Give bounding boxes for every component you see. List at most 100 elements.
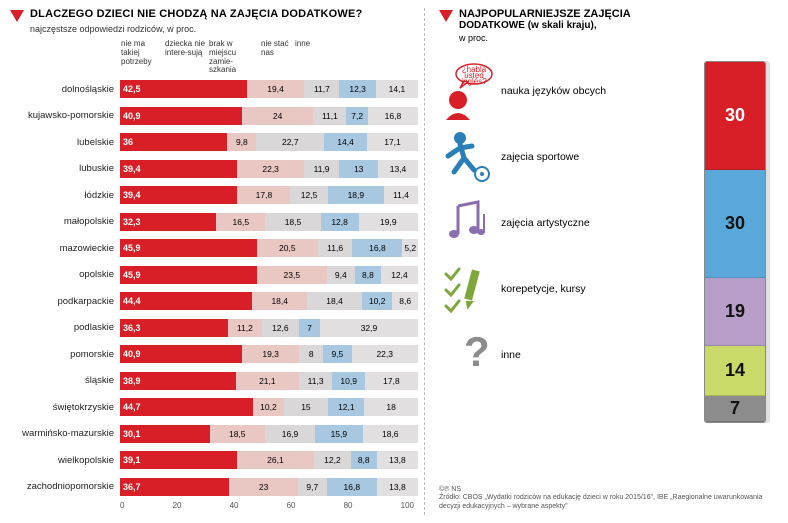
bar-segment: 16,9: [265, 425, 315, 443]
bar-segment: 23,5: [257, 266, 327, 284]
bar-segment: 16,5: [216, 213, 265, 231]
bar-segment: 36: [120, 133, 227, 151]
activity-icon: ¿habla usted inglés?: [439, 61, 497, 121]
bar: 32,316,518,512,819,9: [120, 213, 418, 231]
footer: ©℗ NS Źródło: CBOS „Wydatki rodziców na …: [439, 486, 778, 511]
svg-text:inglés?: inglés?: [461, 77, 487, 86]
bar-segment: 40,9: [120, 345, 242, 363]
right-subtitle: w proc.: [459, 33, 631, 43]
activity-icon: ?: [439, 325, 497, 385]
bar-segment: 12,3: [339, 80, 376, 98]
bar-segment: 7,2: [346, 107, 367, 125]
right-title: NAJPOPULARNIEJSZE ZAJĘCIA: [459, 8, 631, 20]
bar-segment: 39,4: [120, 186, 237, 204]
bar-segment: 32,9: [320, 319, 418, 337]
bar-segment: 11,2: [228, 319, 261, 337]
bar: 30,118,516,915,918,6: [120, 425, 418, 443]
bar-segment: 13,8: [377, 451, 418, 469]
axis-tick: 0: [120, 501, 124, 510]
chart-row: lubuskie39,422,311,91313,4: [10, 157, 418, 181]
row-label: małopolskie: [10, 216, 120, 227]
bar-segment: 12,4: [381, 266, 418, 284]
bar-segment: 21,1: [236, 372, 299, 390]
left-title: DLACZEGO DZIECI NIE CHODZĄ NA ZAJĘCIA DO…: [30, 8, 362, 20]
bar-segment: 8,8: [355, 266, 381, 284]
bar-segment: 8,6: [392, 292, 418, 310]
bar: 36,7239,716,813,8: [120, 478, 418, 496]
bar-segment: 19,4: [247, 80, 305, 98]
bar-segment: 24: [242, 107, 314, 125]
tower-segment: 19: [705, 278, 765, 346]
bar-segment: 38,9: [120, 372, 236, 390]
bar-segment: 9,4: [327, 266, 355, 284]
column-header: dziecka nie intere-sują: [164, 40, 208, 75]
activity-row: ¿habla usted inglés? nauka języków obcyc…: [439, 61, 692, 121]
column-header: inne: [294, 40, 324, 75]
row-label: podkarpackie: [10, 296, 120, 307]
bar-segment: 19,3: [242, 345, 300, 363]
bar-segment: 8: [299, 345, 323, 363]
stacked-bar-chart: dolnośląskie42,519,411,712,314,1kujawsko…: [10, 77, 418, 499]
tower-segment: 30: [705, 62, 765, 170]
bar-segment: 10,9: [332, 372, 364, 390]
bar-segment: 17,8: [365, 372, 418, 390]
bar: 39,422,311,91313,4: [120, 160, 418, 178]
activity-label: inne: [497, 349, 521, 362]
tower-segment: 14: [705, 346, 765, 396]
column-headers: nie ma takiej potrzebydziecka nie intere…: [120, 40, 418, 75]
bar-segment: 18,5: [210, 425, 265, 443]
bar-segment: 9,7: [298, 478, 327, 496]
chart-row: małopolskie32,316,518,512,819,9: [10, 210, 418, 234]
bar-segment: 11,4: [384, 186, 418, 204]
row-label: łódzkie: [10, 190, 120, 201]
svg-text:?: ?: [464, 328, 490, 375]
chart-row: opolskie45,923,59,48,812,4: [10, 263, 418, 287]
arrow-down-icon: [10, 10, 24, 22]
bar-segment: 17,8: [237, 186, 290, 204]
row-label: opolskie: [10, 269, 120, 280]
bar: 45,920,511,616,85,2: [120, 239, 418, 257]
footer-mark: ©℗ NS: [439, 486, 778, 494]
bar-segment: 42,5: [120, 80, 247, 98]
tower-segment: 30: [705, 170, 765, 278]
chart-row: dolnośląskie42,519,411,712,314,1: [10, 77, 418, 101]
bar-segment: 22,3: [352, 345, 418, 363]
chart-row: pomorskie40,919,389,522,3: [10, 342, 418, 366]
chart-row: łódzkie39,417,812,518,911,4: [10, 183, 418, 207]
chart-row: wielkopolskie39,126,112,28,813,8: [10, 448, 418, 472]
tower-segment: 7: [705, 396, 765, 422]
left-subtitle: najczęstsze odpowiedzi rodziców, w proc.: [30, 24, 418, 34]
row-label: pomorskie: [10, 349, 120, 360]
axis-tick: 80: [344, 501, 353, 510]
chart-row: lubelskie369,822,714,417,1: [10, 130, 418, 154]
chart-row: podkarpackie44,418,418,410,28,6: [10, 289, 418, 313]
activity-icon: [439, 193, 497, 253]
bar-segment: 20,5: [257, 239, 318, 257]
activity-row: zajęcia sportowe: [439, 127, 692, 187]
bar-segment: 13,4: [378, 160, 418, 178]
row-label: warmińsko-mazurskie: [10, 428, 120, 439]
bar-segment: 36,3: [120, 319, 228, 337]
bar-segment: 11,3: [299, 372, 333, 390]
bar: 39,126,112,28,813,8: [120, 451, 418, 469]
activity-row: ? inne: [439, 325, 692, 385]
activity-icon: [439, 259, 497, 319]
row-label: zachodniopomorskie: [10, 481, 120, 492]
bar: 40,92411,17,216,8: [120, 107, 418, 125]
bar-segment: 10,2: [253, 398, 283, 416]
activity-label: korepetycje, kursy: [497, 283, 586, 296]
chart-row: zachodniopomorskie36,7239,716,813,8: [10, 475, 418, 499]
bar-segment: 12,6: [262, 319, 300, 337]
bar-segment: 5,2: [402, 239, 417, 257]
bar-segment: 18: [364, 398, 418, 416]
bar: 40,919,389,522,3: [120, 345, 418, 363]
bar-segment: 19,9: [359, 213, 418, 231]
column-header: nie stać nas: [260, 40, 294, 75]
column-header: brak w miejscu zamie-szkania: [208, 40, 260, 75]
right-panel: NAJPOPULARNIEJSZE ZAJĘCIA DODATKOWE (w s…: [424, 8, 784, 515]
bar-segment: 39,1: [120, 451, 237, 469]
row-label: podlaskie: [10, 322, 120, 333]
bar-segment: 18,4: [307, 292, 362, 310]
bar: 42,519,411,712,314,1: [120, 80, 418, 98]
activities-list: ¿habla usted inglés? nauka języków obcyc…: [439, 61, 692, 429]
